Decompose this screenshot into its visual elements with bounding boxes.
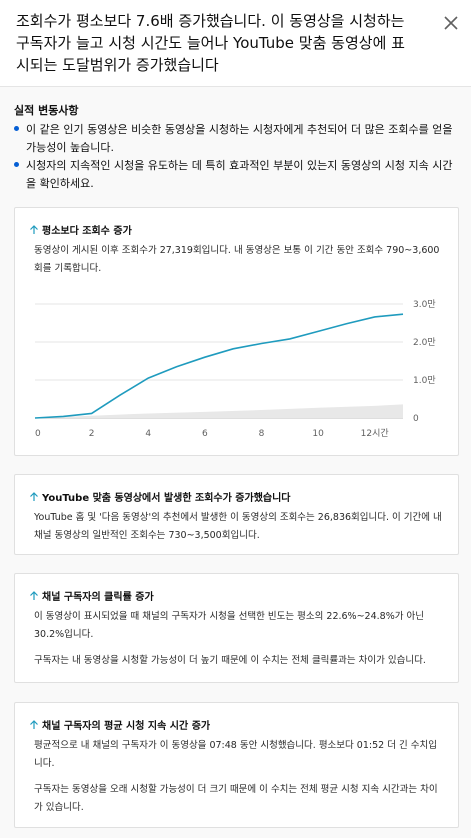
x-tick-label: 12시간 <box>361 428 389 439</box>
views-line-chart: 0 1.0만 2.0만 3.0만 0 2 4 6 8 10 12시간 <box>34 299 436 439</box>
card-title: 채널 구독자의 클릭률 증가 <box>29 588 154 603</box>
bullet-dot-icon <box>14 126 19 131</box>
x-tick-label: 0 <box>35 429 41 439</box>
x-tick-label: 6 <box>202 429 208 439</box>
card-body: 이 동영상이 표시되었을 때 채널의 구독자가 시청을 선택한 빈도는 평소의 … <box>34 611 424 640</box>
subscriber-ctr-card: 채널 구독자의 클릭률 증가 이 동영상이 표시되었을 때 채널의 구독자가 시… <box>14 573 459 683</box>
arrow-up-icon <box>30 225 38 234</box>
y-tick-label: 1.0만 <box>413 375 436 386</box>
views-increase-card: 평소보다 조회수 증가 동영상이 게시된 이후 조회수가 27,319회입니다.… <box>14 207 459 456</box>
card-body-note: 구독자는 내 동영상을 시청할 가능성이 더 높기 때문에 이 수치는 전체 클… <box>34 655 426 666</box>
card-body-note: 구독자는 동영상을 오래 시청할 가능성이 더 크기 때문에 이 수치는 전체 … <box>34 784 438 813</box>
subscriber-watch-time-card: 채널 구독자의 평균 시청 지속 시간 증가 평균적으로 내 채널의 구독자가 … <box>14 702 459 828</box>
arrow-up-icon <box>30 591 38 600</box>
typical-range-area <box>35 404 403 418</box>
x-tick-label: 4 <box>145 429 151 439</box>
y-tick-label: 0 <box>413 414 419 424</box>
x-tick-label: 10 <box>312 429 324 439</box>
y-tick-label: 2.0만 <box>413 337 436 348</box>
recommendations-card: YouTube 맞춤 동영상에서 발생한 조회수가 증가했습니다 YouTube… <box>14 474 459 555</box>
arrow-up-icon <box>30 720 38 729</box>
y-tick-label: 3.0만 <box>413 299 436 310</box>
card-title: 평소보다 조회수 증가 <box>29 222 132 237</box>
card-title: 채널 구독자의 평균 시청 지속 시간 증가 <box>29 717 210 732</box>
x-tick-label: 8 <box>259 429 265 439</box>
card-body: 동영상이 게시된 이후 조회수가 27,319회입니다. 내 동영상은 보통 이… <box>34 245 440 274</box>
summary-bullet-text: 이 같은 인기 동영상은 비슷한 동영상을 시청하는 시청자에게 추천되어 더 … <box>26 123 453 154</box>
card-body: YouTube 홈 및 '다음 동영상'의 추천에서 발생한 이 동영상의 조회… <box>34 512 442 541</box>
card-title: YouTube 맞춤 동영상에서 발생한 조회수가 증가했습니다 <box>29 489 291 504</box>
series-line <box>34 313 404 419</box>
card-body: 평균적으로 내 채널의 구독자가 이 동영상을 07:48 동안 시청했습니다.… <box>34 740 437 769</box>
arrow-up-icon <box>30 492 38 501</box>
summary-bullet-text: 시청자의 지속적인 시청을 유도하는 데 특히 효과적인 부분이 있는지 동영상… <box>26 159 453 190</box>
close-icon[interactable] <box>440 12 462 34</box>
bullet-dot-icon <box>14 162 19 167</box>
dialog-header: 조회수가 평소보다 7.6배 증가했습니다. 이 동영상을 시청하는 구독자가 … <box>0 0 471 87</box>
x-tick-label: 2 <box>89 429 95 439</box>
dialog-title: 조회수가 평소보다 7.6배 증가했습니다. 이 동영상을 시청하는 구독자가 … <box>16 12 405 74</box>
summary-heading: 실적 변동사항 <box>14 104 79 117</box>
